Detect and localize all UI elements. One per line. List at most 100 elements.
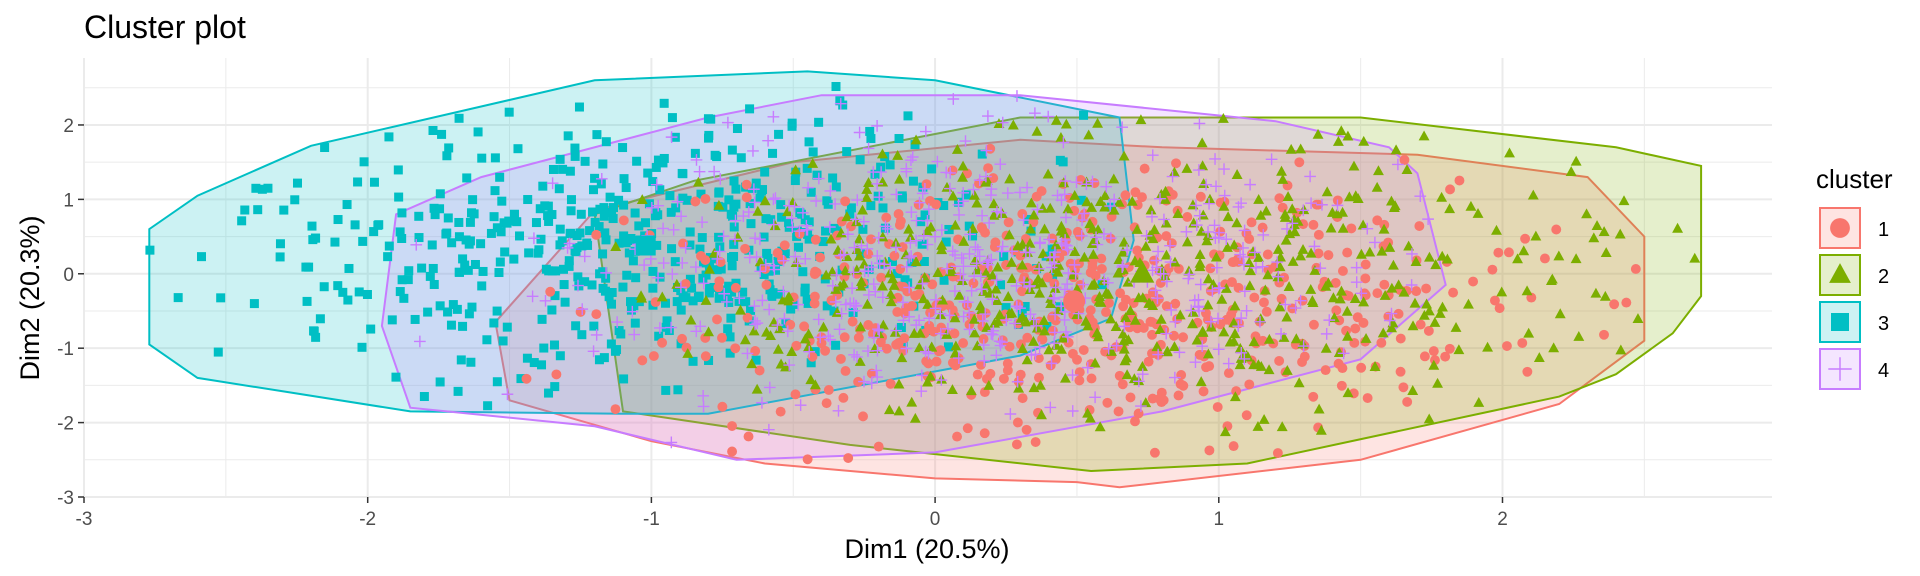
cluster-3-point [939,275,949,285]
cluster-1-point [821,398,832,409]
cluster-3-point [621,238,631,248]
cluster-1-point [1599,329,1609,340]
cluster-4-point [1369,236,1381,249]
cluster-2-point [1234,342,1246,353]
cluster-1-point [1233,282,1244,293]
cluster-3-point [213,347,223,357]
cluster-3-point [659,98,669,108]
cluster-3-point [910,140,920,150]
cluster-4-point [980,144,993,157]
cluster-2-point [1444,203,1456,214]
cluster-3-point [608,203,618,213]
cluster-3-point [477,153,487,163]
cluster-2-point [1103,288,1114,299]
cluster-3-point [397,275,407,285]
cluster-3-point [614,238,624,248]
cluster-4-point [1048,337,1060,350]
cluster-2-point [1062,203,1074,214]
cluster-2-point [1148,224,1160,235]
cluster-4-point [1001,187,1014,199]
cluster-2-point [1407,320,1419,331]
cluster-2-point [1119,355,1131,366]
cluster-2-point [636,292,648,303]
cluster-2-point [1672,222,1684,233]
cluster-2-point [1028,382,1040,393]
cluster-3-point [574,102,584,112]
cluster-2-point [1087,223,1099,233]
cluster-3-point [580,156,590,166]
cluster-1-point [958,338,969,349]
cluster-2-point [989,317,1001,328]
cluster-3-point [237,216,247,226]
cluster-2-point [1262,269,1274,280]
cluster-2-point [1313,403,1325,414]
cluster-1-point [1395,333,1406,344]
cluster-4-point [918,229,930,242]
cluster-3-point [333,215,343,225]
cluster-4-point [1081,361,1094,374]
cluster-4-point [876,291,889,304]
cluster-3-point [685,227,695,237]
cluster-1-point [1096,253,1107,264]
cluster-3-point [397,208,407,218]
cluster-4-point [665,321,677,334]
cluster-2-point [1248,336,1260,347]
cluster-4-point [1286,217,1299,230]
cluster-1-point [820,345,831,356]
cluster-1-point [1022,332,1033,343]
cluster-3-point [403,275,413,285]
cluster-1-point [1346,223,1357,234]
cluster-3-point [362,289,372,299]
cluster-2-point [1384,242,1396,252]
cluster-4-point [763,423,775,436]
cluster-1-point [1320,365,1331,376]
cluster-3-point [610,346,620,356]
cluster-2-point [953,289,965,300]
cluster-3-point [523,195,533,205]
cluster-2-point [1084,412,1096,423]
cluster-3-point [704,133,714,143]
cluster-1-point [1161,231,1172,242]
cluster-2-point [1463,298,1474,309]
cluster-3-point [468,195,478,205]
cluster-3-point [712,152,722,162]
cluster-1-point [1621,297,1632,308]
cluster-2-point [1140,397,1152,408]
cluster-4-point [1031,203,1044,216]
cluster-3-point [726,209,736,219]
cluster-4-point [1193,117,1206,130]
cluster-2-point [922,376,933,387]
cluster-2-point [1379,289,1391,300]
cluster-2-point [1287,255,1299,266]
cluster-3-point [1079,110,1089,120]
cluster-3-point [359,157,369,167]
cluster-4-point [1257,229,1270,241]
cluster-1-point [727,446,738,457]
cluster-3-point [800,283,810,293]
cluster-3-point [768,288,778,298]
cluster-4-point [1173,346,1186,359]
cluster-4-point [697,277,710,290]
cluster-2-point [1013,382,1025,393]
cluster-3-point [903,111,913,121]
cluster-3-point [319,282,329,292]
cluster-2-point [1174,309,1186,320]
cluster-4-point [1102,342,1115,355]
cluster-4-point [995,245,1008,258]
cluster-2-point [1039,223,1050,234]
cluster-3-point [563,131,573,141]
cluster-1-point [1428,346,1439,357]
cluster-1-point [1101,307,1111,318]
cluster-4-point [1165,304,1178,316]
cluster-1-point [949,328,960,339]
cluster-4-point [855,239,868,252]
cluster-4-point [1029,107,1041,120]
cluster-1-point [1241,410,1252,421]
cluster-4-point [996,116,1009,129]
cluster-4-point [1048,257,1061,270]
cluster-2-point [861,298,873,309]
cluster-3-point [716,264,726,274]
cluster-3-point [704,355,714,365]
cluster-3-point [654,331,664,341]
cluster-3-point [672,297,682,307]
